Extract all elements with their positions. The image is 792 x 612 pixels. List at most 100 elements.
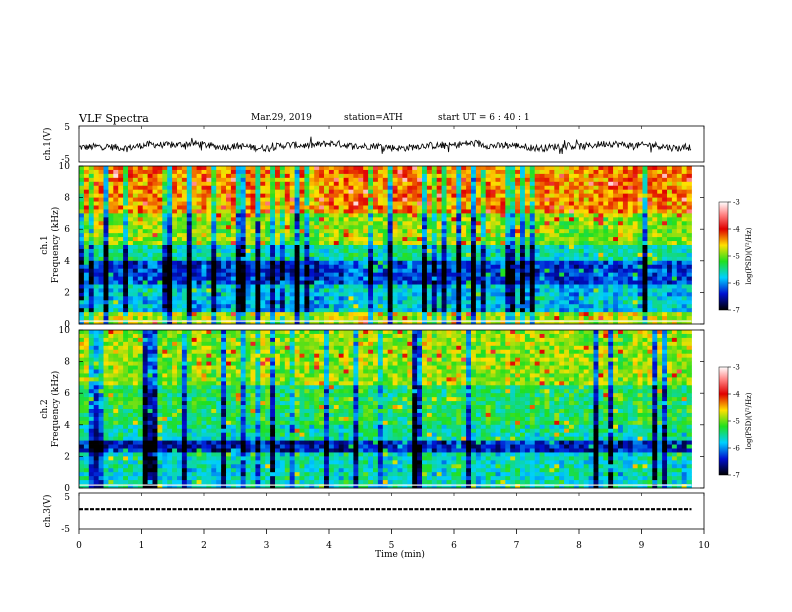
spectrogram-cell [191, 217, 197, 222]
spectrogram-cell [103, 225, 109, 230]
spectrogram-cell [172, 173, 178, 179]
spectrogram-cell [662, 181, 668, 187]
spectrogram-cell [681, 177, 687, 183]
spectrogram-cell [343, 304, 349, 309]
spectrogram-cell [657, 217, 663, 222]
spectrogram-cell [240, 272, 246, 277]
spectrogram-cell [578, 177, 585, 183]
spectrogram-cell [564, 312, 570, 317]
spectrogram-cell [358, 304, 364, 309]
spectrogram-cell [676, 272, 683, 277]
spectrogram-cell [569, 213, 575, 218]
spectrogram-cell [407, 193, 413, 198]
spectrogram-cell [142, 312, 148, 317]
spectrogram-cell [515, 252, 521, 258]
spectrogram-cell [142, 245, 148, 250]
spectrogram-cell [392, 288, 398, 293]
spectrogram-cell [402, 213, 408, 218]
spectrogram-cell [279, 173, 286, 179]
spectrogram-cell [671, 241, 678, 246]
spectrogram-cell [686, 169, 692, 175]
spectrogram-cell [118, 284, 124, 289]
spectrogram-cell [549, 217, 555, 222]
spectrogram-cell [294, 205, 300, 210]
spectrogram-cell [353, 312, 359, 317]
spectrogram-cell [319, 268, 325, 274]
spectrogram-cell [235, 316, 242, 321]
spectrogram-cell [495, 166, 501, 171]
spectrogram-cell [480, 288, 487, 293]
spectrogram-cell [495, 264, 501, 270]
spectrogram-cell [206, 213, 212, 218]
spectrogram-cell [216, 166, 222, 171]
spectrogram-cell [475, 292, 482, 297]
spectrogram-cell [569, 288, 575, 293]
spectrogram-cell [436, 181, 442, 187]
spectrogram-cell [451, 197, 457, 202]
spectrogram-cell [191, 245, 197, 250]
spectrogram-cell [98, 300, 104, 305]
spectrogram-cell [667, 181, 673, 187]
spectrogram-cell [637, 181, 643, 187]
spectrogram-cell [338, 288, 344, 293]
spectrogram-cell [235, 256, 242, 262]
spectrogram-cell [191, 189, 197, 195]
spectrogram-cell [515, 193, 521, 198]
spectrogram-cell [426, 280, 433, 285]
spectrogram-cell [358, 241, 364, 246]
spectrogram-cell [529, 181, 536, 187]
spectrogram-cell [539, 268, 545, 274]
spectrogram-cell [642, 264, 648, 270]
spectrogram-cell [490, 201, 496, 206]
spectrogram-cell [240, 217, 246, 222]
spectrogram-cell [181, 185, 188, 191]
spectrogram-cell [284, 193, 291, 198]
spectrogram-cell [333, 169, 340, 175]
spectrogram-cell [79, 177, 85, 183]
spectrogram-cell [642, 233, 648, 238]
spectrogram-cell [446, 201, 452, 206]
spectrogram-cell [275, 260, 281, 266]
spectrogram-cell [128, 166, 134, 171]
spectrogram-cell [299, 169, 305, 175]
spectrogram-cell [578, 233, 585, 238]
spectrogram-cell [657, 229, 663, 234]
spectrogram-cell [559, 248, 565, 254]
spectrogram-cell [402, 189, 408, 195]
spectrogram-cell [191, 264, 197, 270]
spectrogram-cell [201, 217, 207, 222]
spectrogram-cell [520, 169, 526, 175]
spectrogram-cell [569, 268, 575, 274]
spectrogram-cell [363, 304, 369, 309]
spectrogram-cell [289, 308, 295, 313]
spectrogram-cell [524, 233, 531, 238]
spectrogram-cell [426, 260, 433, 266]
spectrogram-cell [647, 229, 653, 234]
spectrogram-cell [593, 280, 599, 285]
spectrogram-cell [240, 201, 246, 206]
spectrogram-cell [363, 221, 369, 226]
spectrogram-cell [98, 173, 104, 179]
spectrogram-cell [588, 268, 594, 274]
spectrogram-cell [211, 197, 217, 202]
spectrogram-cell [324, 197, 330, 202]
spectrogram-cell [363, 248, 369, 254]
spectrogram-cell [265, 320, 271, 325]
spectrogram-cell [93, 189, 99, 195]
spectrogram-cell [569, 280, 575, 285]
spectrogram-cell [147, 197, 153, 202]
spectrogram-cell [647, 189, 653, 195]
spectrogram-cell [270, 304, 276, 309]
spectrogram-cell [132, 181, 139, 187]
spectrogram-cell [196, 169, 202, 175]
spectrogram-cell [422, 241, 428, 246]
spectrogram-cell [510, 256, 516, 262]
spectrogram-cell [392, 209, 398, 214]
spectrogram-cell [652, 296, 658, 301]
spectrogram-cell [632, 177, 638, 183]
spectrogram-cell [181, 292, 188, 297]
spectrogram-cell [676, 304, 683, 309]
spectrogram-cell [265, 288, 271, 293]
spectrogram-cell [436, 308, 442, 313]
spectrogram-cell [676, 201, 683, 206]
